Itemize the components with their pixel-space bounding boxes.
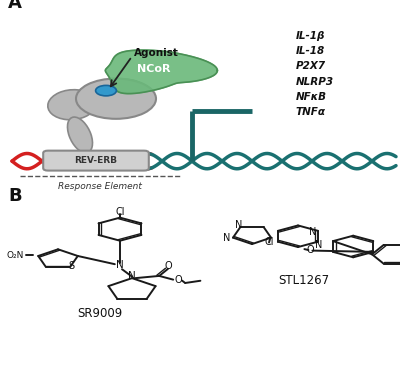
FancyBboxPatch shape <box>43 150 149 171</box>
Text: P2X7: P2X7 <box>296 62 326 71</box>
Text: IL-1β: IL-1β <box>296 31 325 41</box>
Text: S: S <box>68 261 74 271</box>
Text: N: N <box>315 240 322 250</box>
Text: Cl: Cl <box>264 237 274 247</box>
Text: B: B <box>8 187 22 205</box>
Text: O: O <box>164 261 172 271</box>
Polygon shape <box>105 50 217 93</box>
Text: N: N <box>116 260 124 271</box>
Text: STL1267: STL1267 <box>278 274 330 287</box>
Text: Response Element: Response Element <box>58 182 142 191</box>
Text: N: N <box>128 271 136 281</box>
Ellipse shape <box>96 86 116 96</box>
Text: REV-ERB: REV-ERB <box>74 156 118 165</box>
Text: N: N <box>309 227 316 238</box>
Text: Cl: Cl <box>115 207 125 217</box>
Ellipse shape <box>48 90 96 120</box>
Text: IL-18: IL-18 <box>296 46 325 56</box>
Ellipse shape <box>76 79 156 119</box>
Text: A: A <box>8 0 22 12</box>
Text: NFκB: NFκB <box>296 92 327 102</box>
Ellipse shape <box>68 117 92 153</box>
Text: NCoR: NCoR <box>137 65 171 74</box>
Text: N: N <box>223 233 230 243</box>
Text: NLRP3: NLRP3 <box>296 76 334 87</box>
Text: TNFα: TNFα <box>296 107 326 117</box>
Text: O: O <box>175 275 183 285</box>
Text: O: O <box>307 245 315 255</box>
Text: SR9009: SR9009 <box>77 307 123 320</box>
Polygon shape <box>93 79 153 106</box>
Text: Agonist: Agonist <box>134 48 179 59</box>
Text: N: N <box>235 220 242 230</box>
Text: O₂N: O₂N <box>6 250 24 260</box>
